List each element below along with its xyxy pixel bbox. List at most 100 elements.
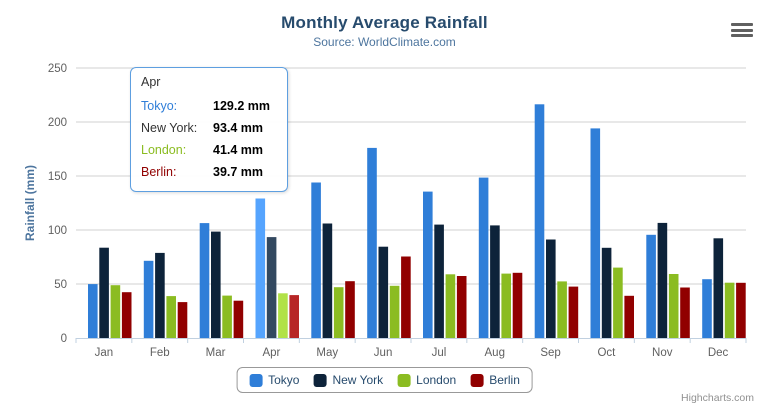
x-tick-label: Jun <box>374 347 393 359</box>
bar-london-may[interactable] <box>333 287 344 338</box>
tooltip-series-value: 93.4 mm <box>213 121 264 135</box>
hamburger-icon <box>731 28 753 32</box>
chart-subtitle: Source: WorldClimate.com <box>313 35 456 49</box>
bar-berlin-dec[interactable] <box>736 282 746 338</box>
bar-tokyo-feb[interactable] <box>143 260 154 338</box>
tooltip-series-label: Tokyo: <box>141 99 178 113</box>
bar-new-york-oct[interactable] <box>601 247 612 338</box>
bar-tokyo-jul[interactable] <box>423 191 433 338</box>
tooltip-header: Apr <box>141 75 161 89</box>
x-tick-label: Aug <box>485 347 505 359</box>
bar-new-york-dec[interactable] <box>713 238 724 338</box>
legend-swatch-icon <box>249 373 263 387</box>
x-tick-label: Sep <box>540 347 560 359</box>
x-tick-label: Jan <box>95 347 114 359</box>
legend-item-berlin[interactable]: Berlin <box>470 373 520 387</box>
y-tick-label: 0 <box>61 333 67 345</box>
bar-new-york-may[interactable] <box>322 223 333 339</box>
bar-berlin-jul[interactable] <box>456 276 467 338</box>
bar-london-aug[interactable] <box>501 273 511 338</box>
x-tick-label: Mar <box>206 347 226 359</box>
y-tick-label: 100 <box>48 225 67 237</box>
bar-berlin-mar[interactable] <box>233 300 244 338</box>
bar-london-nov[interactable] <box>668 274 679 338</box>
bar-london-oct[interactable] <box>613 267 623 338</box>
tooltip-series-value: 41.4 mm <box>213 143 264 157</box>
bar-london-feb[interactable] <box>166 296 176 338</box>
bar-new-york-jul[interactable] <box>434 224 444 338</box>
bar-new-york-nov[interactable] <box>657 222 668 338</box>
legend-label: Tokyo <box>268 373 300 387</box>
tooltip-series-label: New York: <box>141 121 198 135</box>
bar-new-york-mar[interactable] <box>211 231 221 338</box>
bar-berlin-may[interactable] <box>345 281 355 338</box>
x-tick-label: Feb <box>150 347 170 359</box>
bar-tokyo-apr[interactable] <box>255 198 266 339</box>
bar-new-york-sep[interactable] <box>546 239 556 339</box>
hamburger-icon <box>731 34 753 37</box>
bar-berlin-jun[interactable] <box>401 256 411 339</box>
bar-berlin-nov[interactable] <box>680 287 690 339</box>
bar-berlin-aug[interactable] <box>512 272 523 338</box>
legend-item-london[interactable]: London <box>397 373 456 387</box>
bar-tokyo-dec[interactable] <box>702 279 712 338</box>
y-axis-title: Rainfall (mm) <box>23 164 37 242</box>
bar-london-apr[interactable] <box>278 293 288 338</box>
tooltip: Apr Tokyo: 129.2 mm New York: 93.4 mm Lo… <box>130 67 288 192</box>
bar-london-jul[interactable] <box>445 274 456 338</box>
legend-label: London <box>416 373 457 387</box>
bar-tokyo-mar[interactable] <box>199 223 210 338</box>
legend-swatch-icon <box>470 373 484 387</box>
bar-berlin-oct[interactable] <box>624 295 634 338</box>
bar-london-mar[interactable] <box>222 295 232 338</box>
bar-tokyo-jun[interactable] <box>367 147 377 338</box>
legend-swatch-icon <box>397 373 411 387</box>
tooltip-series-label: Berlin: <box>141 165 177 179</box>
tooltip-series-value: 39.7 mm <box>213 165 264 179</box>
bar-london-sep[interactable] <box>557 281 567 338</box>
tooltip-series-label: London: <box>141 143 187 157</box>
bar-london-dec[interactable] <box>724 282 735 338</box>
bar-berlin-jan[interactable] <box>121 292 132 338</box>
bar-new-york-aug[interactable] <box>490 225 500 338</box>
bar-tokyo-may[interactable] <box>311 182 321 339</box>
y-tick-label: 150 <box>48 171 67 183</box>
credits-link[interactable]: Highcharts.com <box>681 392 754 404</box>
x-tick-label: Apr <box>262 347 280 359</box>
bar-new-york-jan[interactable] <box>99 247 109 338</box>
tooltip-series-value: 129.2 mm <box>213 99 270 113</box>
x-tick-label: Jul <box>432 347 447 359</box>
y-tick-label: 250 <box>48 63 67 75</box>
legend-swatch-icon <box>313 373 327 387</box>
bar-tokyo-sep[interactable] <box>534 104 545 338</box>
tooltip-row: London: 41.4 mm <box>141 139 277 161</box>
tooltip-row: New York: 93.4 mm <box>141 117 277 139</box>
legend-label: Berlin <box>489 373 520 387</box>
bar-berlin-sep[interactable] <box>568 286 579 338</box>
x-tick-label: Nov <box>652 347 673 359</box>
bar-new-york-feb[interactable] <box>155 252 165 338</box>
legend-label: New York <box>332 373 384 387</box>
bar-berlin-apr[interactable] <box>289 295 299 338</box>
bar-tokyo-jan[interactable] <box>88 284 98 338</box>
x-tick-label: Dec <box>708 347 729 359</box>
tooltip-row: Tokyo: 129.2 mm <box>141 95 277 117</box>
bar-tokyo-oct[interactable] <box>590 128 601 338</box>
bar-new-york-apr[interactable] <box>266 237 277 338</box>
bar-berlin-feb[interactable] <box>177 302 188 338</box>
x-tick-label: May <box>316 347 338 359</box>
x-tick-label: Oct <box>597 347 616 359</box>
legend-item-new-york[interactable]: New York <box>313 373 383 387</box>
legend: Tokyo New York London Berlin <box>236 367 533 393</box>
legend-item-tokyo[interactable]: Tokyo <box>249 373 299 387</box>
bar-tokyo-nov[interactable] <box>646 234 656 338</box>
tooltip-row: Berlin: 39.7 mm <box>141 161 277 183</box>
bar-london-jan[interactable] <box>110 285 121 338</box>
export-menu-button[interactable] <box>730 22 754 39</box>
bar-london-jun[interactable] <box>389 285 400 338</box>
bar-new-york-jun[interactable] <box>378 246 389 338</box>
bar-tokyo-aug[interactable] <box>478 177 489 338</box>
y-tick-label: 200 <box>48 117 67 129</box>
